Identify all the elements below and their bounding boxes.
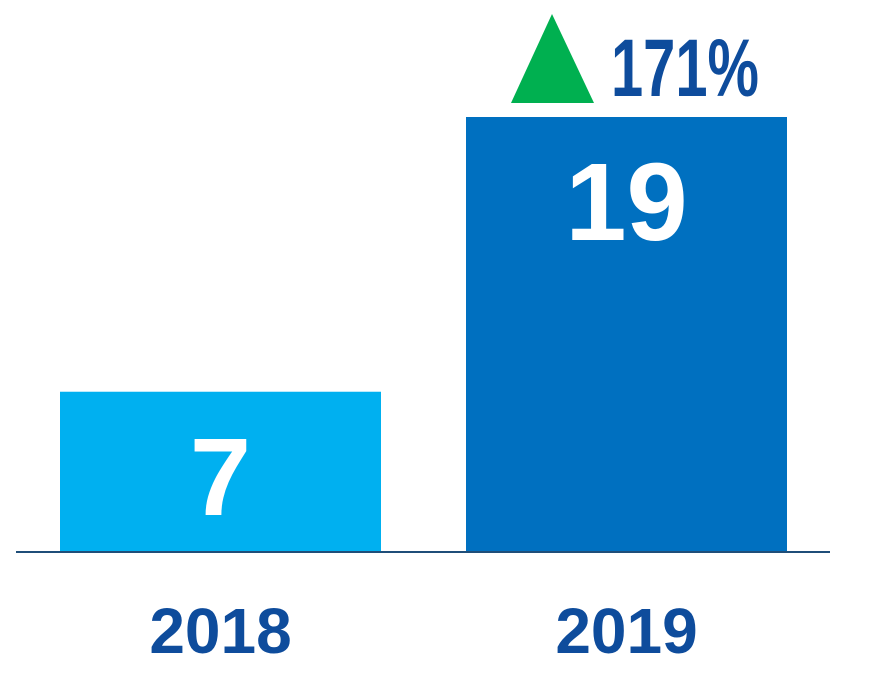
x-tick-label-2019: 2019: [555, 595, 697, 667]
percent-change-label: 171%: [611, 23, 759, 114]
x-tick-label-2018: 2018: [149, 595, 291, 667]
up-arrow-icon: [511, 14, 594, 103]
value-label-2019: 19: [565, 141, 687, 264]
value-label-2018: 7: [190, 416, 251, 539]
x-tick-labels-group: 2018 2019: [149, 595, 697, 667]
bars-group: [60, 117, 787, 552]
bar-2018: [60, 391, 381, 552]
change-indicator: 171%: [511, 14, 759, 114]
bar-2019: [466, 117, 787, 552]
value-labels-group: 7 19: [190, 141, 688, 539]
